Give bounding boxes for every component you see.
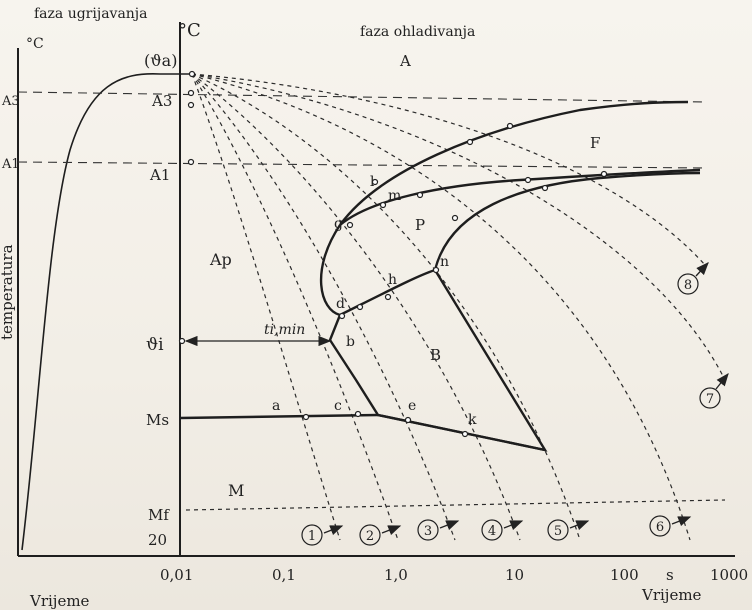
mid-tick-ms: Ms [146,411,169,429]
region-f: F [590,134,600,152]
point-m: m [388,188,401,204]
curve-number-5: 5 [554,524,562,539]
cooling-curve-1 [191,73,341,541]
cooling-curve-7 [191,73,726,381]
cooling-phase-label: faza ohladivanja [360,24,475,40]
x-tick-1-0: 1,0 [384,566,408,584]
ms-line [179,413,379,420]
region-b: B [430,346,441,364]
x-tick-1000: 1000 [710,566,748,584]
curve-number-8: 8 [684,278,692,293]
left-tick-a1: A1 [1,157,20,172]
point-d: d [336,296,345,312]
point-a: a [272,398,280,414]
heating-curve [21,73,192,551]
cooling-curve-5 [191,73,581,541]
region-m: M [228,481,244,500]
pearlite-start-curve [339,168,701,226]
curve-marker-5: 5 [547,519,590,541]
cooling-curve-8 [191,73,706,266]
curve-marker-3: 3 [417,519,460,541]
region-p: P [415,216,425,234]
x-tick-10: 10 [505,566,524,584]
x-unit: s [666,566,674,584]
curve-number-6: 6 [656,520,664,535]
intersection-points [178,70,608,438]
curve-number-1: 1 [308,529,316,544]
curve-marker-2: 2 [359,524,402,546]
curve-marker-4: 4 [481,519,524,541]
region-ap: Ap [209,250,232,269]
curve-number-7: 7 [706,392,714,407]
mid-tick-a3: A3 [151,92,172,110]
point-b: b [346,334,355,350]
ti-min-label: ti,min [264,322,305,338]
mid-tick-mf: Mf [148,506,170,524]
cooling-curve-2 [191,73,399,541]
pearlite-finish-curve [433,171,701,271]
curve-number-2: 2 [366,529,374,544]
curve-marker-1: 1 [301,524,344,546]
left-tick-a3: A3 [1,94,20,109]
cooling-curve-6 [191,73,691,541]
x-tick-100: 100 [610,566,639,584]
mid-tick-theta-a: (ϑa) [144,51,177,70]
point-l: l [370,174,375,190]
unit-mid: °C [178,20,201,41]
mf-line [185,499,726,511]
bainite-region-boundary [328,269,548,452]
cooling-curve-4 [191,73,521,541]
x-tick-0-1: 0,1 [272,566,296,584]
a1-line [17,161,706,169]
curve-number-4: 4 [488,524,496,539]
curve-marker-6: 6 [649,515,692,537]
curve-number-3: 3 [424,524,432,539]
x-label-left: Vrijeme [29,592,90,610]
point-g: g [334,216,343,232]
curve-marker-8: 8 [677,262,709,295]
bainite-finish-line [377,413,546,452]
mid-tick-theta-i: ϑi [146,335,164,355]
x-label-right: Vrijeme [641,586,702,604]
point-h: h [388,272,397,288]
curve-marker-7: 7 [699,372,729,409]
mid-tick-20: 20 [148,531,167,549]
ferrite-start-curve [339,100,689,226]
cooling-curve-3 [191,73,456,541]
point-e: e [408,398,416,414]
heating-phase-label: faza ugrijavanja [34,6,148,22]
point-k: k [468,412,477,428]
y-axis-label: temperatura [0,244,16,340]
point-c: c [334,398,342,414]
region-a: A [399,52,411,70]
x-tick-0-01: 0,01 [160,566,193,584]
a3-line [17,91,706,103]
unit-left: °C [26,36,44,52]
point-n: n [440,254,449,270]
mid-tick-a1: A1 [149,166,170,184]
